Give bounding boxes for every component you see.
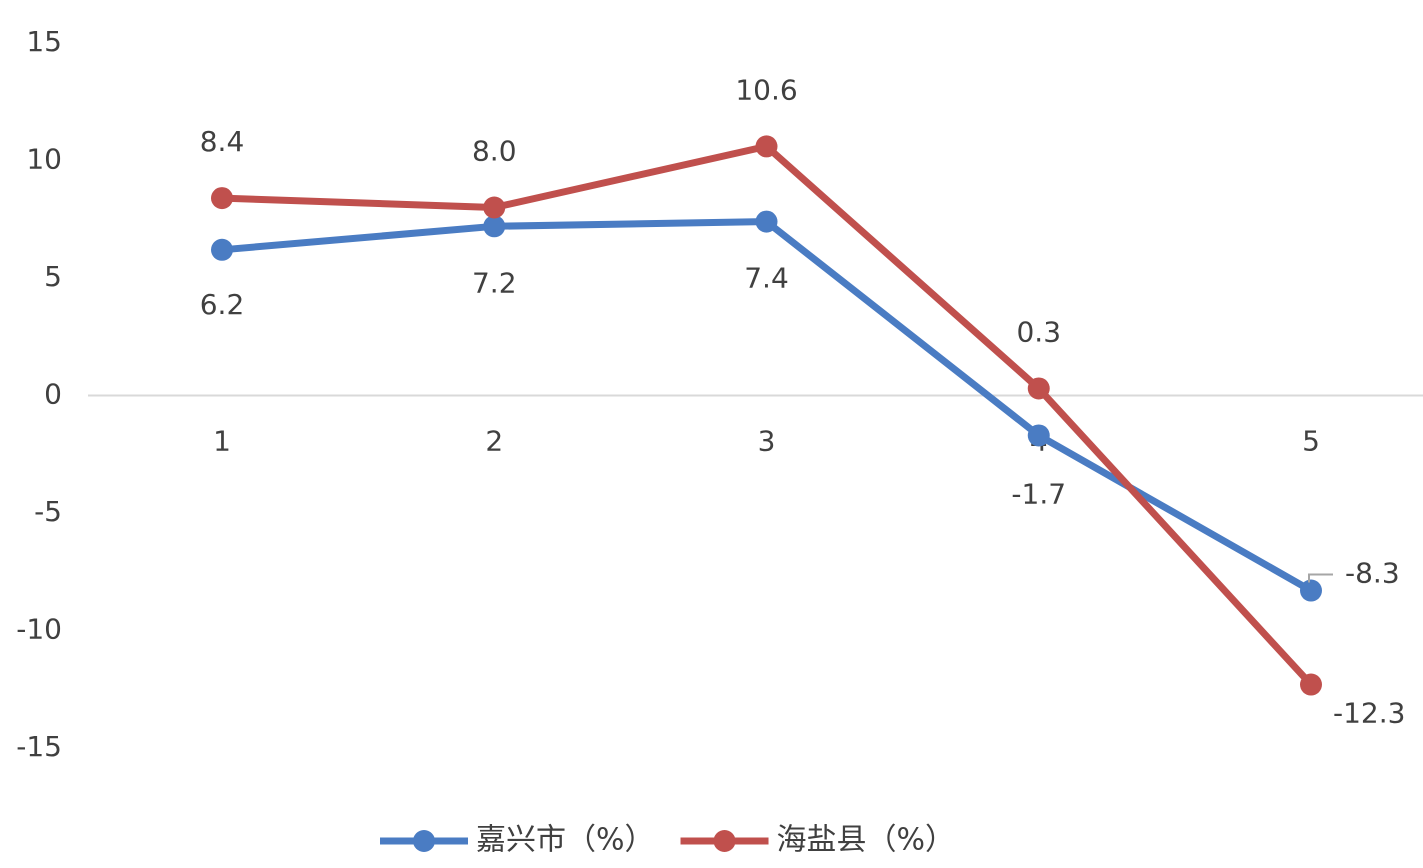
y-tick-label: -15 [16,730,62,763]
legend-marker [413,830,435,852]
x-tick-label: 2 [485,425,503,458]
x-tick-label: 1 [213,425,231,458]
data-label: 10.6 [735,73,797,106]
legend-marker [713,830,736,852]
data-label: -1.7 [1011,477,1066,510]
x-tick-label: 5 [1302,425,1320,458]
data-label: 8.0 [472,135,517,168]
point [483,196,506,219]
point [1300,673,1322,696]
y-tick-label: -10 [16,613,62,646]
point [211,238,233,261]
y-tick-label: 0 [44,378,62,411]
data-label: -8.3 [1345,557,1400,590]
point [211,187,233,210]
data-label: 7.2 [472,266,517,299]
y-tick-label: 10 [26,143,62,176]
point [755,210,778,233]
x-tick-label: 3 [758,425,776,458]
data-label: 8.4 [200,125,245,158]
y-tick-label: -5 [34,495,62,528]
data-label: 6.2 [200,288,245,321]
legend-label: 嘉兴市（%） [476,823,655,858]
y-tick-label: 5 [44,260,62,293]
point [1300,579,1322,602]
label-leader [1308,573,1333,583]
point [755,135,778,158]
data-label: 7.4 [744,262,789,295]
y-tick-label: 15 [26,25,62,58]
point [1027,377,1050,400]
legend-label: 海盐县（%） [777,823,956,858]
data-label: -12.3 [1333,697,1405,730]
point [1027,424,1050,447]
point [483,215,506,238]
legend: 嘉兴市（%） 海盐县（%） [380,823,955,858]
data-label: 0.3 [1016,315,1061,348]
